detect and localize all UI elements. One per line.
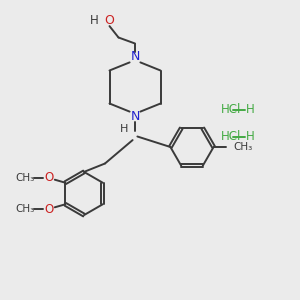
Text: CH₃: CH₃ [15, 204, 34, 214]
Text: N: N [130, 110, 140, 124]
Text: O: O [44, 202, 53, 216]
Text: N: N [130, 50, 140, 64]
Text: H: H [246, 103, 255, 116]
Text: CH₃: CH₃ [233, 142, 252, 152]
Text: H: H [119, 124, 128, 134]
Text: H: H [90, 14, 99, 28]
Text: HCl: HCl [220, 103, 241, 116]
Text: HCl: HCl [220, 130, 241, 143]
Text: H: H [246, 130, 255, 143]
Text: O: O [44, 171, 53, 184]
Text: CH₃: CH₃ [15, 173, 34, 183]
Text: O: O [105, 14, 114, 28]
